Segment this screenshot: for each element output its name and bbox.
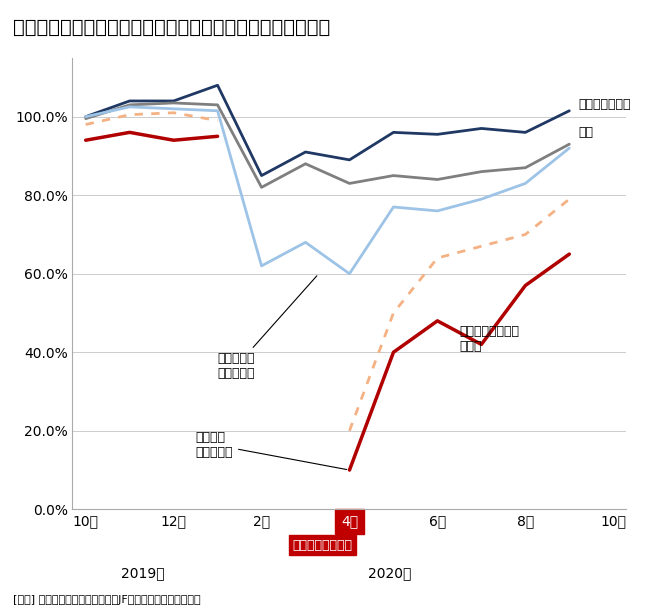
Text: 全体: 全体: [578, 126, 593, 139]
Text: パブ・レストラン
居酒屋: パブ・レストラン 居酒屋: [460, 325, 519, 353]
Text: 2019年: 2019年: [121, 566, 165, 580]
Text: ファストフード: ファストフード: [578, 98, 630, 111]
Text: ファミリー
レストラン: ファミリー レストラン: [218, 276, 317, 380]
Text: 2020年: 2020年: [369, 566, 411, 580]
Text: 緊急事態宣言発出: 緊急事態宣言発出: [292, 538, 352, 552]
Text: [出典] 日本フードサービス協会「JF外食産業市場動向調査」: [出典] 日本フードサービス協会「JF外食産業市場動向調査」: [13, 595, 201, 605]
Text: 業態や店舗立地によって、売上回復には明確な差が出ている: 業態や店舗立地によって、売上回復には明確な差が出ている: [13, 18, 330, 37]
Text: ディナー
レストラン: ディナー レストラン: [196, 431, 346, 469]
